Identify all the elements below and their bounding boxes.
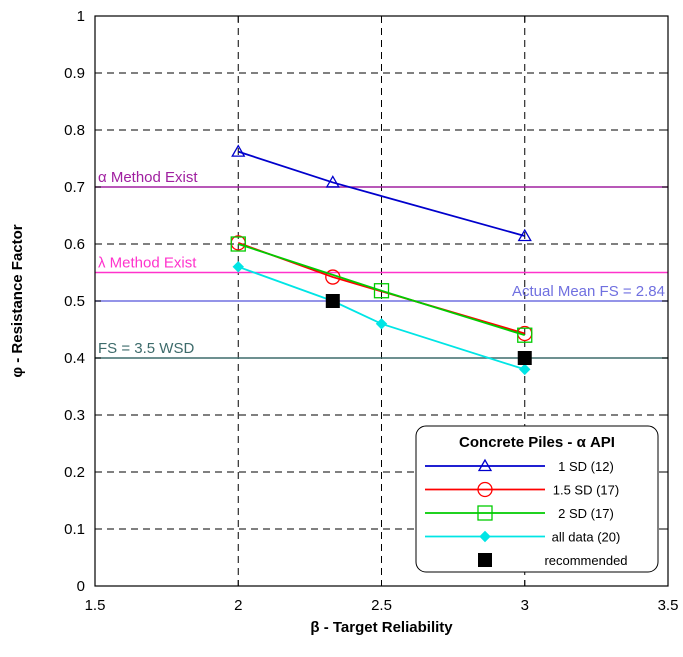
y-tick-label: 0.8 xyxy=(64,122,85,139)
data-point xyxy=(231,144,246,157)
data-point xyxy=(375,318,388,330)
legend-label: 1 SD (12) xyxy=(558,459,614,474)
y-axis-label: φ - Resistance Factor xyxy=(9,224,26,377)
x-tick-label: 3 xyxy=(521,597,529,614)
y-tick-label: 0 xyxy=(77,578,85,595)
legend-title: Concrete Piles - α API xyxy=(459,434,615,451)
y-tick-label: 0.1 xyxy=(64,521,85,538)
legend-items: 1 SD (12) 1.5 SD (17) 2 SD (17) all data (2… xyxy=(425,458,628,568)
data-point xyxy=(517,351,532,365)
x-tick-label: 3.5 xyxy=(658,597,679,614)
legend-item: 1.5 SD (17) xyxy=(425,481,619,498)
data-point xyxy=(477,505,493,521)
series xyxy=(230,236,533,343)
ticks: 1.5 2 2.5 3 3.5 0 0.1 0.2 0.3 0.4 0.5 0.6 0.7 0.8 0.9 1 xyxy=(64,8,678,614)
data-point xyxy=(325,175,340,188)
data-point xyxy=(479,530,491,543)
legend-item: recommended xyxy=(478,553,628,568)
reference-line-label: α Method Exist xyxy=(98,169,198,186)
y-tick-label: 0.6 xyxy=(64,236,85,253)
data-point xyxy=(230,236,246,252)
legend-box xyxy=(415,425,659,573)
reference-line-label: λ Method Exist xyxy=(98,255,197,272)
x-tick-label: 2.5 xyxy=(371,597,392,614)
legend-label: all data (20) xyxy=(552,530,621,545)
legend-item: all data (20) xyxy=(425,530,620,545)
data-point xyxy=(477,458,493,472)
data-point xyxy=(519,363,531,376)
y-tick-label: 0.4 xyxy=(64,350,85,367)
y-tick-label: 0.7 xyxy=(64,179,85,196)
data-point xyxy=(517,327,533,343)
data-point xyxy=(232,261,244,273)
y-tick-label: 0.9 xyxy=(64,65,85,82)
legend-item: 1 SD (12) xyxy=(425,458,614,474)
x-axis-label: β - Target Reliability xyxy=(310,619,453,636)
reference-line-label: FS = 3.5 WSD xyxy=(98,340,194,357)
y-tick-label: 1 xyxy=(77,8,85,25)
series-line xyxy=(237,243,526,337)
series xyxy=(231,144,532,242)
x-tick-label: 1.5 xyxy=(85,597,106,614)
data-point xyxy=(373,283,390,299)
y-tick-label: 0.2 xyxy=(64,464,85,481)
data-point xyxy=(325,294,340,308)
series-line xyxy=(237,265,526,371)
series xyxy=(325,294,532,365)
y-tick-label: 0.3 xyxy=(64,407,85,424)
reference-lines: α Method Exist λ Method Exist Actual Mean … xyxy=(95,169,668,359)
legend-item: 2 SD (17) xyxy=(425,505,614,521)
data-point xyxy=(478,553,492,567)
data-point xyxy=(517,228,532,242)
reference-line-label: Actual Mean FS = 2.84 xyxy=(512,283,665,300)
legend-label: 1.5 SD (17) xyxy=(553,483,619,498)
series-line xyxy=(237,150,525,237)
legend-label: recommended xyxy=(544,553,627,568)
legend: Concrete Piles - α API 1 SD (12) 1.5 SD (… xyxy=(415,425,659,573)
y-tick-label: 0.5 xyxy=(64,293,85,310)
x-tick-label: 2 xyxy=(234,597,242,614)
series xyxy=(230,144,533,376)
legend-label: 2 SD (17) xyxy=(558,506,614,521)
data-point xyxy=(477,481,493,498)
